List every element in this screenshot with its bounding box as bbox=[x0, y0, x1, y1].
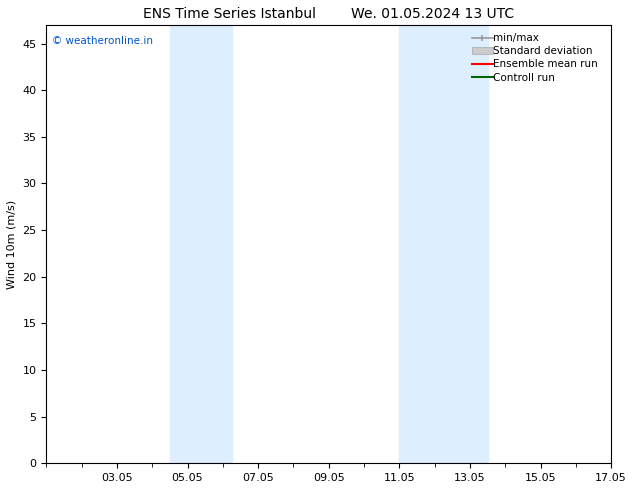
Title: ENS Time Series Istanbul        We. 01.05.2024 13 UTC: ENS Time Series Istanbul We. 01.05.2024 … bbox=[143, 7, 514, 21]
Bar bbox=[170, 25, 231, 464]
Legend: min/max, Standard deviation, Ensemble mean run, Controll run: min/max, Standard deviation, Ensemble me… bbox=[469, 30, 606, 86]
Text: © weatheronline.in: © weatheronline.in bbox=[52, 36, 153, 46]
Bar bbox=[399, 25, 488, 464]
Y-axis label: Wind 10m (m/s): Wind 10m (m/s) bbox=[7, 199, 17, 289]
